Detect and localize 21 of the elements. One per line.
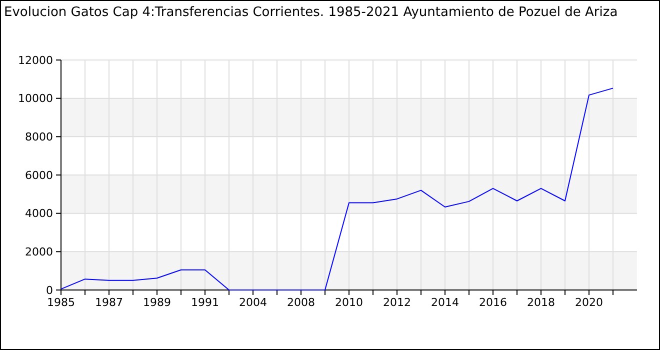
x-tick-label: 1991 bbox=[191, 296, 219, 309]
y-tick-label: 10000 bbox=[18, 92, 53, 106]
x-tick-label: 2014 bbox=[431, 296, 459, 309]
x-tick-label: 1985 bbox=[47, 296, 75, 309]
y-tick-label: 4000 bbox=[25, 207, 53, 220]
y-tick-label: 2000 bbox=[25, 246, 53, 259]
x-tick-label: 1987 bbox=[95, 296, 123, 309]
x-tick-label: 2018 bbox=[527, 296, 555, 309]
y-tick-label: 8000 bbox=[25, 130, 53, 144]
y-tick-label: 12000 bbox=[18, 54, 53, 67]
y-tick-label: 6000 bbox=[25, 168, 53, 182]
x-tick-label: 2012 bbox=[383, 296, 411, 309]
x-tick-label: 2004 bbox=[239, 296, 267, 309]
y-tick-label: 0 bbox=[46, 284, 53, 297]
x-tick-label: 2016 bbox=[479, 296, 507, 309]
line-series bbox=[60, 88, 614, 290]
chart-title: Evolucion Gatos Cap 4:Transferencias Corrientes. 1985-2021 Ayuntamiento de Pozuel de Ariza bbox=[4, 5, 618, 20]
x-tick-label: 2010 bbox=[335, 296, 363, 309]
x-tick-label: 1989 bbox=[143, 296, 171, 309]
x-tick-label: 2020 bbox=[575, 296, 603, 309]
x-tick-label: 2008 bbox=[287, 296, 315, 309]
